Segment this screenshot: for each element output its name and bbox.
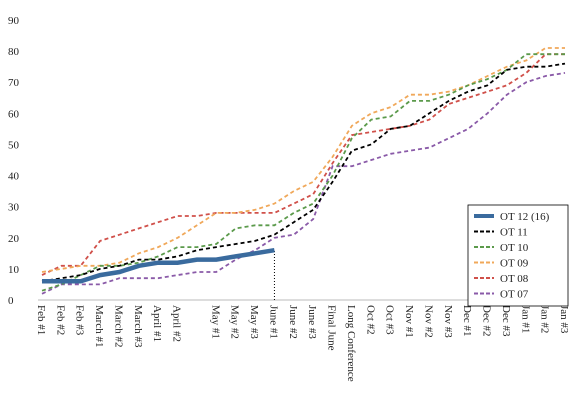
x-tick-label: April #2 <box>171 305 183 342</box>
y-tick-label: 80 <box>8 46 20 58</box>
x-tick-label: June #2 <box>287 305 299 339</box>
x-tick-label: Nov #2 <box>422 305 434 338</box>
legend-box <box>467 204 569 307</box>
y-tick-label: 20 <box>8 233 20 245</box>
y-tick-label: 0 <box>8 295 14 307</box>
x-tick-label: March #3 <box>132 305 144 348</box>
y-tick-label: 50 <box>8 139 20 151</box>
series-line <box>42 247 275 284</box>
y-tick-label: 40 <box>8 171 20 183</box>
x-tick-label: Dec #1 <box>461 305 473 336</box>
x-tick-label: Feb #3 <box>74 305 86 336</box>
x-tick-label: March #2 <box>112 305 124 347</box>
series-line <box>41 53 565 292</box>
x-tick-label: Dec #2 <box>481 305 493 336</box>
x-tick-label: May #2 <box>229 305 241 339</box>
legend-label: OT 11 <box>500 227 528 239</box>
x-tick-label: Nov #1 <box>403 305 415 338</box>
x-tick-label: Oct #2 <box>364 305 376 335</box>
x-tick-label: Jan #2 <box>539 305 551 333</box>
series-line <box>41 62 566 283</box>
legend-label: OT 12 (16) <box>500 211 550 223</box>
series-line <box>41 47 565 273</box>
x-tick-label: Nov #3 <box>442 305 454 338</box>
legend-label: OT 07 <box>500 289 529 301</box>
y-tick-label: 10 <box>8 264 20 276</box>
x-tick-label: Feb #2 <box>54 305 66 335</box>
x-tick-label: March #1 <box>93 305 105 347</box>
x-tick-label: Feb #1 <box>35 305 47 335</box>
x-tick-label: Jan #3 <box>558 305 570 334</box>
x-tick-label: Oct #3 <box>384 305 396 335</box>
y-tick-label: 30 <box>8 202 20 214</box>
series-line <box>41 53 565 276</box>
legend-label: OT 08 <box>500 273 529 285</box>
x-tick-label: Final June <box>326 305 338 351</box>
legend-label: OT 10 <box>500 242 529 254</box>
y-tick-label: 70 <box>8 77 20 89</box>
y-tick-label: 60 <box>8 108 20 120</box>
x-tick-label: Dec #3 <box>500 305 512 337</box>
x-tick-label: May #3 <box>248 305 260 339</box>
x-tick-label: Long Conference <box>345 305 357 382</box>
x-tick-label: May #1 <box>209 305 221 339</box>
legend-label: OT 09 <box>500 258 529 270</box>
series-line <box>41 72 566 295</box>
y-tick-label: 90 <box>8 15 20 27</box>
x-tick-label: April #1 <box>151 305 163 342</box>
x-tick-label: Jan #1 <box>519 305 531 333</box>
x-tick-label: June #1 <box>267 305 279 339</box>
x-tick-label: June #3 <box>306 305 318 339</box>
